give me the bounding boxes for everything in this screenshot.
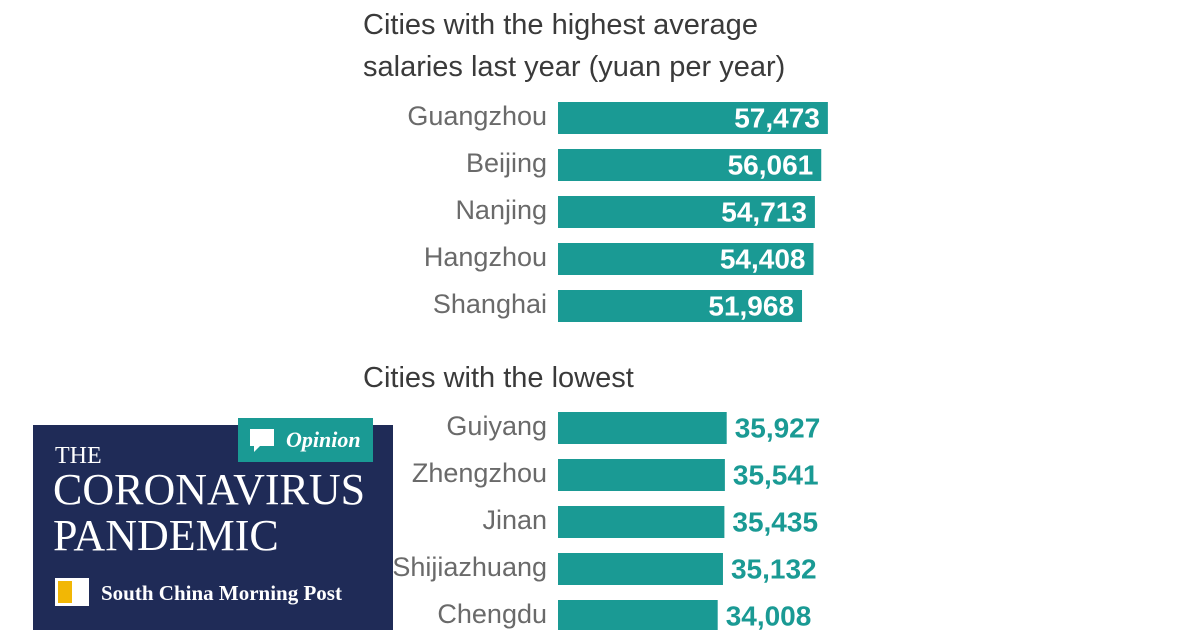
brand-name: South China Morning Post <box>101 581 342 605</box>
badge-title: CORONAVIRUS PANDEMIC <box>53 465 366 560</box>
bar <box>558 600 718 630</box>
data-label: 57,473 <box>734 102 820 133</box>
bar <box>558 506 725 538</box>
bar <box>558 459 725 491</box>
chart-title: Cities with the lowest <box>363 362 634 394</box>
y-tick-label: Guangzhou <box>407 101 547 131</box>
bar <box>558 149 822 181</box>
data-label: 56,061 <box>728 149 814 180</box>
badge-kicker: THE <box>55 443 102 469</box>
y-tick-label: Hangzhou <box>424 242 547 272</box>
chart-title: Cities with the highest average salaries… <box>363 9 786 83</box>
y-tick-label: Jinan <box>482 505 547 535</box>
bar <box>558 290 803 322</box>
data-label: 35,132 <box>731 553 817 584</box>
y-tick-label: Shanghai <box>433 289 547 319</box>
data-label: 35,435 <box>732 506 818 537</box>
bar <box>558 243 814 275</box>
data-label: 35,927 <box>735 412 821 443</box>
data-label: 54,713 <box>721 196 807 227</box>
data-label: 35,541 <box>733 459 819 490</box>
bar <box>558 196 815 228</box>
data-label: 54,408 <box>720 243 806 274</box>
opinion-icon <box>250 429 274 452</box>
y-tick-label: Shijiazhuang <box>392 552 547 582</box>
data-label: 51,968 <box>708 290 794 321</box>
data-label: 34,008 <box>726 600 812 630</box>
bar <box>558 412 727 444</box>
opinion-label: Opinion <box>286 427 361 452</box>
y-tick-label: Chengdu <box>437 599 547 629</box>
brand-logo <box>55 578 89 606</box>
opinion-tab: Opinion <box>238 418 373 462</box>
y-tick-label: Guiyang <box>446 411 547 441</box>
y-tick-label: Zhengzhou <box>412 458 547 488</box>
bar <box>558 553 723 585</box>
y-tick-label: Nanjing <box>455 195 547 225</box>
bar <box>558 102 828 134</box>
y-tick-label: Beijing <box>466 148 547 178</box>
